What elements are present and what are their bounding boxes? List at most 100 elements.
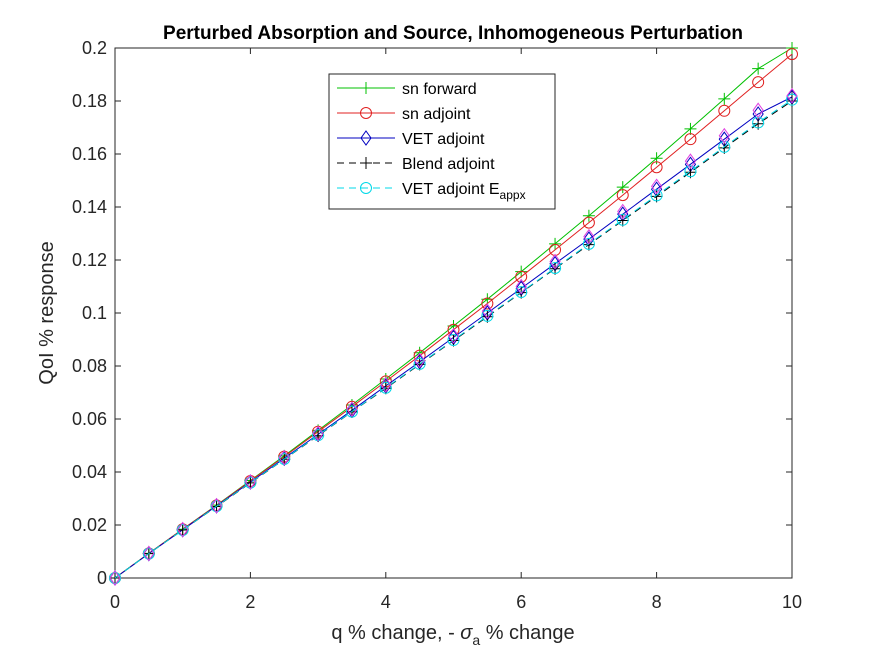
x-tick-label: 0 <box>110 592 120 612</box>
data-point <box>582 238 595 251</box>
x-axis-label: q % change, - σa % change <box>331 622 574 648</box>
overlay-markers <box>109 87 798 586</box>
data-point <box>176 524 189 537</box>
data-point <box>684 133 697 146</box>
x-axis-label-prefix: q % change, - <box>331 622 460 644</box>
data-point <box>447 334 460 347</box>
data-point <box>414 352 426 369</box>
data-point <box>583 228 595 245</box>
x-tick-label: 8 <box>652 592 662 612</box>
legend-entry: Blend adjoint <box>337 156 495 173</box>
x-axis-label-suffix: % change <box>480 622 575 644</box>
data-point <box>786 42 798 54</box>
data-point <box>143 545 155 562</box>
data-point <box>345 405 358 418</box>
data-point <box>278 449 290 466</box>
y-tick-label: 0.02 <box>72 515 107 535</box>
legend-label: VET adjoint Eappx <box>402 181 526 202</box>
y-tick-label: 0.12 <box>72 250 107 270</box>
data-point <box>346 401 358 418</box>
legend-label: sn forward <box>402 81 477 98</box>
x-tick-label: 6 <box>516 592 526 612</box>
data-point <box>177 521 189 538</box>
data-point <box>752 76 765 89</box>
data-point <box>752 102 764 119</box>
y-tick-label: 0.08 <box>72 356 107 376</box>
data-point <box>718 92 731 105</box>
data-point <box>244 473 257 490</box>
data-point <box>210 500 223 513</box>
data-point <box>616 189 629 202</box>
data-point <box>786 93 798 106</box>
series-layer <box>109 42 798 586</box>
x-tick-label: 10 <box>782 592 802 612</box>
data-point <box>515 278 527 295</box>
data-point <box>549 261 562 274</box>
data-point <box>109 570 121 586</box>
y-tick-label: 0.1 <box>82 303 107 323</box>
data-point <box>650 189 663 202</box>
data-point <box>582 237 595 250</box>
data-point <box>684 122 697 135</box>
y-tick-label: 0.16 <box>72 144 107 164</box>
data-point <box>447 327 460 344</box>
legend-entry: VET adjoint <box>337 130 485 148</box>
y-tick-label: 0.06 <box>72 409 107 429</box>
data-point <box>210 497 223 514</box>
data-point <box>718 140 731 153</box>
data-point <box>582 209 595 222</box>
series-line <box>114 99 793 579</box>
data-point <box>582 216 595 229</box>
data-point <box>684 153 697 170</box>
legend: sn forward sn adjoint VET adjoint Blend adj… <box>328 73 556 210</box>
x-tick-label: 2 <box>245 592 255 612</box>
data-point <box>549 237 562 250</box>
data-point <box>786 87 798 104</box>
data-point <box>142 547 155 560</box>
data-point <box>549 253 561 270</box>
legend-entry: sn forward <box>337 81 477 98</box>
legend-label: Blend adjoint <box>402 156 495 173</box>
data-point <box>481 309 494 322</box>
legend-label: VET adjoint <box>402 131 485 148</box>
y-tick-label: 0.04 <box>72 462 107 482</box>
y-axis-label: QoI % response <box>36 241 58 384</box>
legend-marker <box>360 182 372 194</box>
data-point <box>481 310 494 323</box>
series-5 <box>109 93 798 584</box>
data-point <box>650 161 663 174</box>
data-point <box>718 104 731 117</box>
y-tick-label: 0 <box>97 568 107 588</box>
data-point <box>616 214 629 227</box>
legend-marker <box>360 107 372 119</box>
x-axis-label-symbol: σ <box>460 622 473 644</box>
data-point <box>650 178 663 195</box>
data-point <box>481 297 494 310</box>
data-point <box>616 213 629 226</box>
data-point <box>312 425 324 442</box>
legend-box <box>328 73 556 210</box>
data-point <box>616 181 629 194</box>
data-point <box>176 524 189 537</box>
data-point <box>413 357 426 370</box>
legend-marker <box>360 157 372 169</box>
data-point <box>380 376 392 393</box>
y-tick-label: 0.2 <box>82 38 107 58</box>
chart-title: Perturbed Absorption and Source, Inhomog… <box>163 23 743 44</box>
y-tick-label: 0.18 <box>72 91 107 111</box>
data-point <box>617 203 629 220</box>
legend-marker <box>360 82 372 94</box>
data-point <box>379 381 392 394</box>
data-point <box>515 286 528 299</box>
legend-entry: VET adjoint Eappx <box>337 181 526 202</box>
legend-label: sn adjoint <box>402 106 471 123</box>
data-point <box>684 165 697 178</box>
legend-marker <box>360 130 372 146</box>
x-tick-label: 4 <box>381 592 391 612</box>
data-point <box>752 62 765 75</box>
legend-entry: sn adjoint <box>337 106 471 123</box>
y-tick-label: 0.14 <box>72 197 107 217</box>
x-axis-label-subscript: a <box>472 632 480 648</box>
data-point <box>786 48 798 61</box>
